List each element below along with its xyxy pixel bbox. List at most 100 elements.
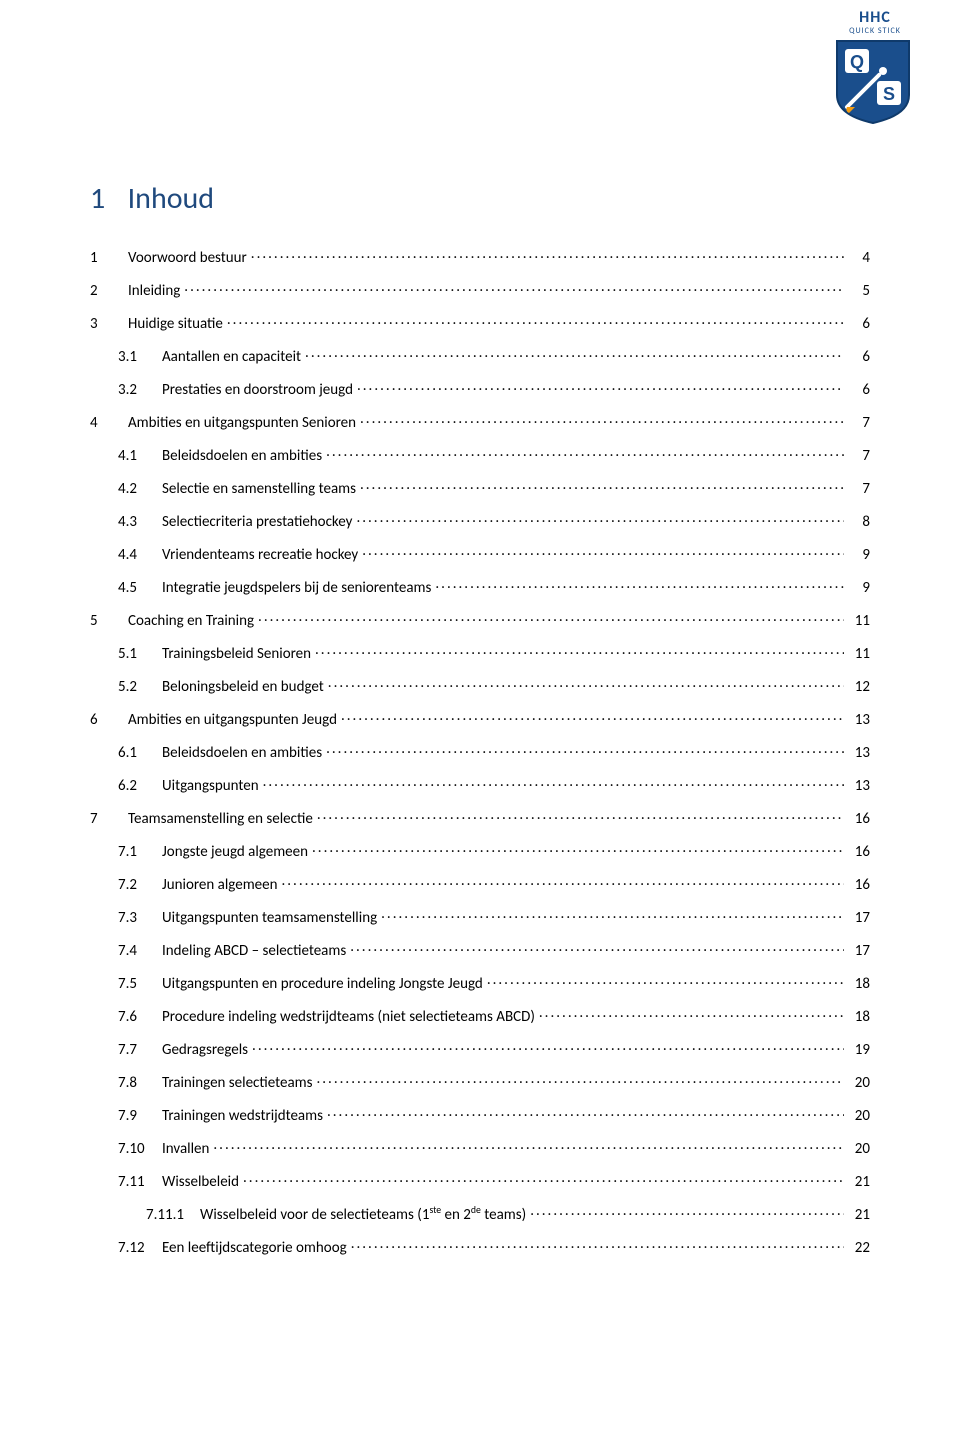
toc-entry-number: 7.4 bbox=[118, 944, 150, 959]
toc-row[interactable]: 4.2 Selectie en samenstelling teams 7 bbox=[90, 478, 870, 497]
toc-entry-page: 17 bbox=[848, 911, 870, 926]
toc-entry-label: Uitgangspunten bbox=[162, 779, 259, 794]
toc-entry-page: 21 bbox=[848, 1175, 870, 1190]
toc-leader-dots bbox=[252, 1039, 844, 1054]
toc-row[interactable]: 3.1Aantallen en capaciteit6 bbox=[90, 346, 870, 365]
logo-title: HHC bbox=[835, 10, 915, 26]
toc-entry-number: 7.11.1 bbox=[146, 1208, 188, 1223]
toc-row[interactable]: 4.4Vriendenteams recreatie hockey9 bbox=[90, 544, 870, 563]
toc-row[interactable]: 7.11.1Wisselbeleid voor de selectieteams… bbox=[90, 1204, 870, 1223]
toc-entry-label: Inleiding bbox=[128, 284, 180, 299]
toc-entry-label: Coaching en Training bbox=[128, 614, 254, 629]
toc-entry-label: Selectiecriteria prestatiehockey bbox=[162, 515, 352, 530]
toc-row[interactable]: 7.11Wisselbeleid21 bbox=[90, 1171, 870, 1190]
toc-entry-page: 7 bbox=[848, 416, 870, 431]
title-number: 1 bbox=[90, 180, 124, 217]
toc-entry-page: 7 bbox=[848, 482, 870, 497]
toc-row[interactable]: 7.9Trainingen wedstrijdteams20 bbox=[90, 1105, 870, 1124]
toc-entry-number: 7.5 bbox=[118, 977, 150, 992]
toc-entry-page: 16 bbox=[848, 845, 870, 860]
toc-entry-number: 4.4 bbox=[118, 548, 150, 563]
toc-leader-dots bbox=[435, 577, 844, 592]
toc-row[interactable]: 7.4 Indeling ABCD – selectieteams 17 bbox=[90, 940, 870, 959]
toc-row[interactable]: 7Teamsamenstelling en selectie16 bbox=[90, 808, 870, 827]
toc-entry-label: Selectie en samenstelling teams bbox=[162, 482, 356, 497]
toc-entry-number: 5.2 bbox=[118, 680, 150, 695]
toc-entry-label: Integratie jeugdspelers bij de seniorent… bbox=[162, 581, 431, 596]
toc-row[interactable]: 7.10Invallen20 bbox=[90, 1138, 870, 1157]
toc-entry-number: 7.12 bbox=[118, 1241, 150, 1256]
toc-entry-page: 5 bbox=[848, 284, 870, 299]
toc-leader-dots bbox=[263, 775, 844, 790]
toc-row[interactable]: 4.3Selectiecriteria prestatiehockey8 bbox=[90, 511, 870, 530]
toc-leader-dots bbox=[317, 808, 844, 823]
toc-entry-number: 4.1 bbox=[118, 449, 150, 464]
toc-row[interactable]: 7.1Jongste jeugd algemeen16 bbox=[90, 841, 870, 860]
toc-entry-page: 20 bbox=[848, 1076, 870, 1091]
toc-row[interactable]: 7.2Junioren algemeen16 bbox=[90, 874, 870, 893]
toc-entry-label: Ambities en uitgangspunten Jeugd bbox=[128, 713, 337, 728]
toc-entry-label: Beleidsdoelen en ambities bbox=[162, 449, 322, 464]
toc-row[interactable]: 7.6Procedure indeling wedstrijdteams (ni… bbox=[90, 1006, 870, 1025]
toc-entry-label: Procedure indeling wedstrijdteams (niet … bbox=[162, 1010, 535, 1025]
toc-row[interactable]: 7.12Een leeftijdscategorie omhoog22 bbox=[90, 1237, 870, 1256]
toc-leader-dots bbox=[539, 1006, 844, 1021]
toc-leader-dots bbox=[362, 544, 844, 559]
toc-entry-page: 6 bbox=[848, 383, 870, 398]
toc-entry-number: 7.8 bbox=[118, 1076, 150, 1091]
toc-leader-dots bbox=[327, 1105, 844, 1120]
toc-entry-label: Vriendenteams recreatie hockey bbox=[162, 548, 358, 563]
toc-row[interactable]: 6 Ambities en uitgangspunten Jeugd 13 bbox=[90, 709, 870, 728]
toc-entry-label: Teamsamenstelling en selectie bbox=[128, 812, 313, 827]
toc-entry-label: Uitgangspunten teamsamenstelling bbox=[162, 911, 377, 926]
toc-row[interactable]: 7.5Uitgangspunten en procedure indeling … bbox=[90, 973, 870, 992]
toc-leader-dots bbox=[341, 709, 844, 724]
toc-entry-number: 7.3 bbox=[118, 911, 150, 926]
toc-row[interactable]: 3.2Prestaties en doorstroom jeugd6 bbox=[90, 379, 870, 398]
toc-row[interactable]: 4.1Beleidsdoelen en ambities7 bbox=[90, 445, 870, 464]
toc-entry-page: 17 bbox=[848, 944, 870, 959]
toc-entry-label: Beleidsdoelen en ambities bbox=[162, 746, 322, 761]
toc-row[interactable]: 7.8 Trainingen selectieteams 20 bbox=[90, 1072, 870, 1091]
toc-row[interactable]: 3Huidige situatie6 bbox=[90, 313, 870, 332]
toc-entry-number: 4.2 bbox=[118, 482, 150, 497]
toc-leader-dots bbox=[326, 742, 844, 757]
toc-row[interactable]: 7.3 Uitgangspunten teamsamenstelling 17 bbox=[90, 907, 870, 926]
toc-entry-label: Trainingen selectieteams bbox=[162, 1076, 312, 1091]
toc-entry-label: Jongste jeugd algemeen bbox=[162, 845, 308, 860]
toc-row[interactable]: 7.7Gedragsregels19 bbox=[90, 1039, 870, 1058]
toc-entry-page: 22 bbox=[848, 1241, 870, 1256]
toc-row[interactable]: 5.2Beloningsbeleid en budget12 bbox=[90, 676, 870, 695]
toc-entry-number: 3.2 bbox=[118, 383, 150, 398]
page-title-row: 1 Inhoud bbox=[90, 180, 870, 217]
logo-subtitle: QUICK STICK bbox=[835, 26, 915, 36]
toc-leader-dots bbox=[381, 907, 844, 922]
toc-entry-label: Junioren algemeen bbox=[162, 878, 277, 893]
svg-text:S: S bbox=[883, 84, 895, 104]
toc-entry-label: Trainingsbeleid Senioren bbox=[162, 647, 311, 662]
toc-row[interactable]: 6.1Beleidsdoelen en ambities13 bbox=[90, 742, 870, 761]
toc-entry-number: 6 bbox=[90, 713, 110, 728]
toc-entry-number: 7 bbox=[90, 812, 110, 827]
toc-entry-page: 4 bbox=[848, 251, 870, 266]
toc-leader-dots bbox=[243, 1171, 844, 1186]
toc-entry-label: Indeling ABCD – selectieteams bbox=[162, 944, 346, 959]
toc-row[interactable]: 4.5Integratie jeugdspelers bij de senior… bbox=[90, 577, 870, 596]
toc-row[interactable]: 1Voorwoord bestuur4 bbox=[90, 247, 870, 266]
toc-row[interactable]: 2Inleiding5 bbox=[90, 280, 870, 299]
toc-entry-page: 13 bbox=[848, 713, 870, 728]
toc-leader-dots bbox=[316, 1072, 844, 1087]
toc-entry-page: 13 bbox=[848, 779, 870, 794]
toc-row[interactable]: 6.2Uitgangspunten13 bbox=[90, 775, 870, 794]
toc-entry-page: 16 bbox=[848, 878, 870, 893]
toc-row[interactable]: 4Ambities en uitgangspunten Senioren7 bbox=[90, 412, 870, 431]
toc-entry-page: 6 bbox=[848, 317, 870, 332]
toc-leader-dots bbox=[326, 445, 844, 460]
toc-row[interactable]: 5Coaching en Training11 bbox=[90, 610, 870, 629]
toc-row[interactable]: 5.1Trainingsbeleid Senioren11 bbox=[90, 643, 870, 662]
toc-entry-page: 20 bbox=[848, 1109, 870, 1124]
toc-entry-page: 9 bbox=[848, 581, 870, 596]
toc-entry-number: 7.11 bbox=[118, 1175, 150, 1190]
svg-text:Q: Q bbox=[850, 52, 864, 72]
toc-leader-dots bbox=[305, 346, 844, 361]
